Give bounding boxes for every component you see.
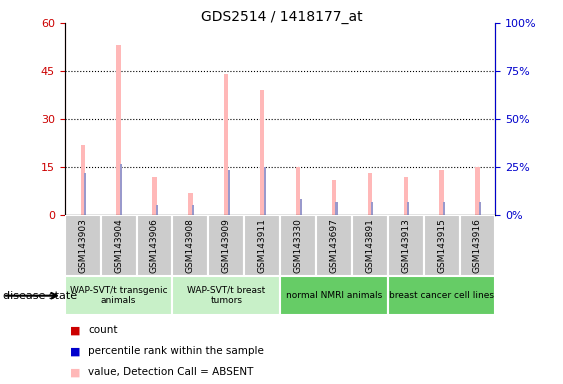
Bar [81,145,85,215]
Text: breast cancer cell lines: breast cancer cell lines [389,291,494,300]
Bar [443,202,445,215]
Text: disease state: disease state [3,291,77,301]
Bar [263,167,266,215]
FancyBboxPatch shape [244,215,280,276]
Bar [440,170,444,215]
Text: count: count [88,325,118,335]
Text: GSM143915: GSM143915 [437,218,446,273]
Text: ■: ■ [70,346,81,356]
FancyBboxPatch shape [316,215,352,276]
Bar [84,174,86,215]
Bar [260,90,264,215]
Bar [372,202,373,215]
Bar [153,177,157,215]
Text: GSM143330: GSM143330 [293,218,302,273]
FancyBboxPatch shape [172,215,208,276]
Bar [224,74,229,215]
FancyBboxPatch shape [101,215,137,276]
Text: ■: ■ [70,367,81,377]
Text: ■: ■ [70,325,81,335]
Text: GDS2514 / 1418177_at: GDS2514 / 1418177_at [200,10,363,23]
Text: GSM143916: GSM143916 [473,218,482,273]
Bar [475,167,480,215]
Bar [228,170,230,215]
Bar [332,180,336,215]
Bar [404,177,408,215]
FancyBboxPatch shape [65,276,172,315]
FancyBboxPatch shape [137,215,172,276]
FancyBboxPatch shape [208,215,244,276]
FancyBboxPatch shape [280,276,388,315]
Bar [336,202,338,215]
FancyBboxPatch shape [352,215,388,276]
FancyBboxPatch shape [280,215,316,276]
Text: GSM143891: GSM143891 [365,218,374,273]
Bar [296,167,300,215]
Text: GSM143913: GSM143913 [401,218,410,273]
Bar [120,164,122,215]
Text: GSM143908: GSM143908 [186,218,195,273]
FancyBboxPatch shape [172,276,280,315]
Text: WAP-SVT/t transgenic
animals: WAP-SVT/t transgenic animals [70,286,167,305]
Bar [300,199,302,215]
Bar [368,174,372,215]
FancyBboxPatch shape [65,215,101,276]
FancyBboxPatch shape [459,215,495,276]
Bar [117,45,120,215]
Bar [192,205,194,215]
FancyBboxPatch shape [388,215,424,276]
Bar [407,202,409,215]
Text: percentile rank within the sample: percentile rank within the sample [88,346,264,356]
Bar [479,202,481,215]
Text: WAP-SVT/t breast
tumors: WAP-SVT/t breast tumors [187,286,265,305]
FancyBboxPatch shape [424,215,459,276]
Bar [188,193,193,215]
Bar [156,205,158,215]
Text: GSM143909: GSM143909 [222,218,231,273]
Text: GSM143906: GSM143906 [150,218,159,273]
Text: value, Detection Call = ABSENT: value, Detection Call = ABSENT [88,367,254,377]
FancyBboxPatch shape [388,276,495,315]
Text: GSM143911: GSM143911 [258,218,267,273]
Text: GSM143903: GSM143903 [78,218,87,273]
Text: normal NMRI animals: normal NMRI animals [286,291,382,300]
Text: GSM143697: GSM143697 [329,218,338,273]
Text: GSM143904: GSM143904 [114,218,123,273]
